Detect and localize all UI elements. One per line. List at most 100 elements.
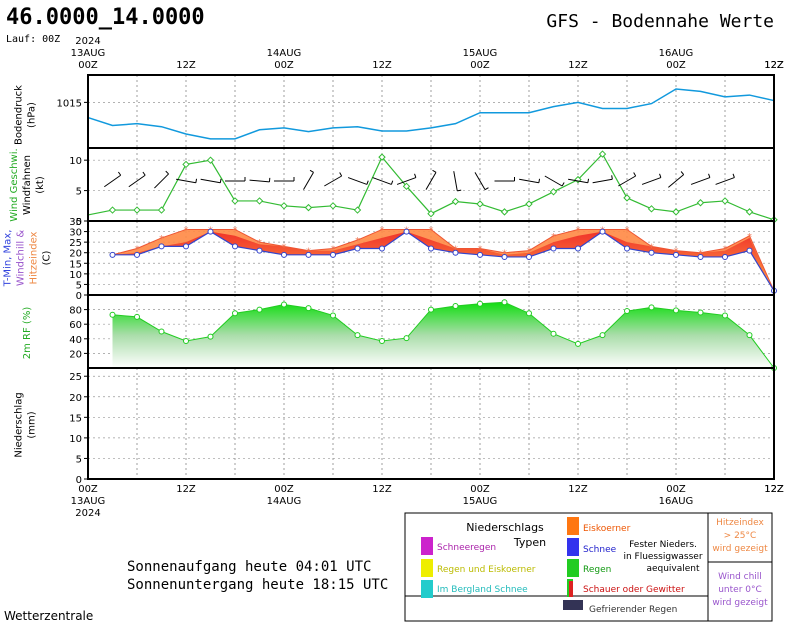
- wind-barb-flag: [561, 182, 565, 187]
- rh-point: [134, 313, 140, 320]
- legend-title-1: Niederschlags: [466, 521, 544, 534]
- heat-index-marker: *: [355, 236, 360, 247]
- heat-index-marker: *: [649, 242, 654, 253]
- legend-swatch-regen-eis: [421, 559, 433, 577]
- rh-point: [477, 300, 483, 307]
- wind-barb-shaft: [425, 172, 437, 190]
- wind-barb: [347, 177, 369, 185]
- rh-point: [158, 328, 165, 335]
- rh-point: [354, 332, 361, 339]
- rh-point: [379, 337, 385, 344]
- wind-barb-shaft: [618, 175, 636, 187]
- wind-barb: [176, 178, 198, 184]
- rh-point: [673, 307, 679, 314]
- wind-speed-point: [108, 206, 117, 214]
- time-label-bottom: 12Z: [176, 484, 196, 495]
- y-tick-label: 5: [76, 280, 82, 291]
- heat-index-line: [112, 228, 775, 291]
- rh-point: [722, 312, 728, 319]
- wind-barb-flag: [432, 169, 437, 173]
- wind-barb: [641, 173, 662, 185]
- wind-barb: [544, 175, 565, 187]
- heat-index-marker: *: [625, 225, 630, 236]
- y-tick-label: 20: [69, 349, 82, 360]
- rh-point: [281, 301, 287, 308]
- wind-speed-point: [255, 197, 264, 205]
- rh-point: [428, 306, 434, 313]
- y-tick-label: 0: [76, 217, 82, 228]
- tmin-point: [526, 253, 532, 260]
- rh-point: [648, 304, 655, 311]
- location-coords: 46.0000_14.0000: [6, 5, 205, 30]
- data-layer: ****************************: [87, 88, 778, 371]
- time-label-bottom: 00Z: [470, 484, 490, 495]
- rh-point: [207, 333, 214, 340]
- wind-barb-flag: [366, 180, 369, 185]
- wind-speed-point: [525, 200, 533, 208]
- wind-barb-shaft: [249, 179, 270, 183]
- date-label-bottom: 16AUG: [659, 496, 694, 507]
- chart-title: GFS - Bodennahe Werte: [546, 11, 774, 32]
- legend-swatch-bergland: [421, 580, 433, 598]
- time-label-top: 00Z: [274, 60, 294, 71]
- date-label-top: 14AUG: [267, 48, 302, 59]
- y-tick-label: 10: [69, 434, 82, 445]
- wind-axis-label-0: Wind Geschwi.: [9, 148, 20, 221]
- temp-axis-label-1: Windchill &: [16, 230, 27, 286]
- tmin-point: [722, 253, 728, 260]
- tmin-point: [428, 245, 434, 252]
- legend-label-schneeregen: Schneeregen: [437, 543, 496, 553]
- time-label-top: 12Z: [568, 60, 588, 71]
- wind-barb-shaft: [128, 174, 146, 188]
- heat-index-marker: *: [380, 225, 385, 236]
- wind-speed-point: [500, 208, 509, 216]
- tmin-point: [648, 249, 655, 256]
- tmin-point: [109, 251, 116, 258]
- panel-frame-precip: [87, 367, 775, 480]
- wind-barb-flag: [390, 180, 394, 185]
- legend-label-schauer: Schauer oder Gewitter: [583, 585, 685, 595]
- date-label-bottom: 13AUG: [71, 496, 106, 507]
- tmin-point: [550, 245, 557, 252]
- chill-note-2: unter 0°C: [718, 585, 762, 595]
- wind-barb-shaft: [668, 174, 684, 188]
- y-tick-label: 60: [69, 320, 82, 331]
- wind-barb-shaft: [104, 174, 121, 188]
- heat-index-marker: *: [576, 225, 581, 236]
- year-label-top: 2024: [75, 36, 100, 47]
- hitze-note-2: > 25°C: [724, 531, 757, 541]
- tmin-point: [256, 247, 263, 254]
- sunrise-text: Sonnenaufgang heute 04:01 UTC: [127, 559, 371, 575]
- tmin-point: [232, 243, 238, 250]
- wind-speed-point: [451, 197, 460, 206]
- wind-barb: [225, 177, 246, 182]
- wind-barb-flag: [587, 178, 590, 183]
- heat-index-marker: *: [429, 225, 434, 236]
- heat-index-marker: *: [747, 232, 752, 243]
- wind-speed-point: [231, 197, 239, 205]
- wind-barb-flag: [219, 178, 222, 183]
- wind-speed-point: [672, 208, 680, 216]
- rh-point: [305, 305, 312, 312]
- chill-note-3: wird gezeigt: [712, 598, 768, 608]
- wind-speed-point: [133, 206, 141, 214]
- wind-speed-point: [304, 203, 313, 212]
- y-tick-label: 1015: [57, 98, 82, 109]
- rh-point: [330, 312, 336, 319]
- tmin-point: [477, 251, 483, 258]
- tmin-point: [673, 251, 679, 258]
- rh-axis-label-0: 2m RF (%): [22, 307, 33, 360]
- wind-barb-shaft: [568, 178, 588, 184]
- wind-speed-point: [427, 209, 435, 218]
- legend-label-schnee: Schnee: [583, 545, 617, 555]
- time-label-top: 12Z: [176, 60, 196, 71]
- wind-barb: [453, 171, 462, 192]
- heat-index-marker: *: [723, 244, 728, 255]
- tmin-point: [183, 243, 189, 250]
- tmin-point: [746, 247, 753, 254]
- wind-barb: [324, 172, 343, 187]
- wind-barb: [128, 171, 146, 188]
- wind-barb: [568, 178, 590, 184]
- heat-index-marker: *: [233, 225, 238, 236]
